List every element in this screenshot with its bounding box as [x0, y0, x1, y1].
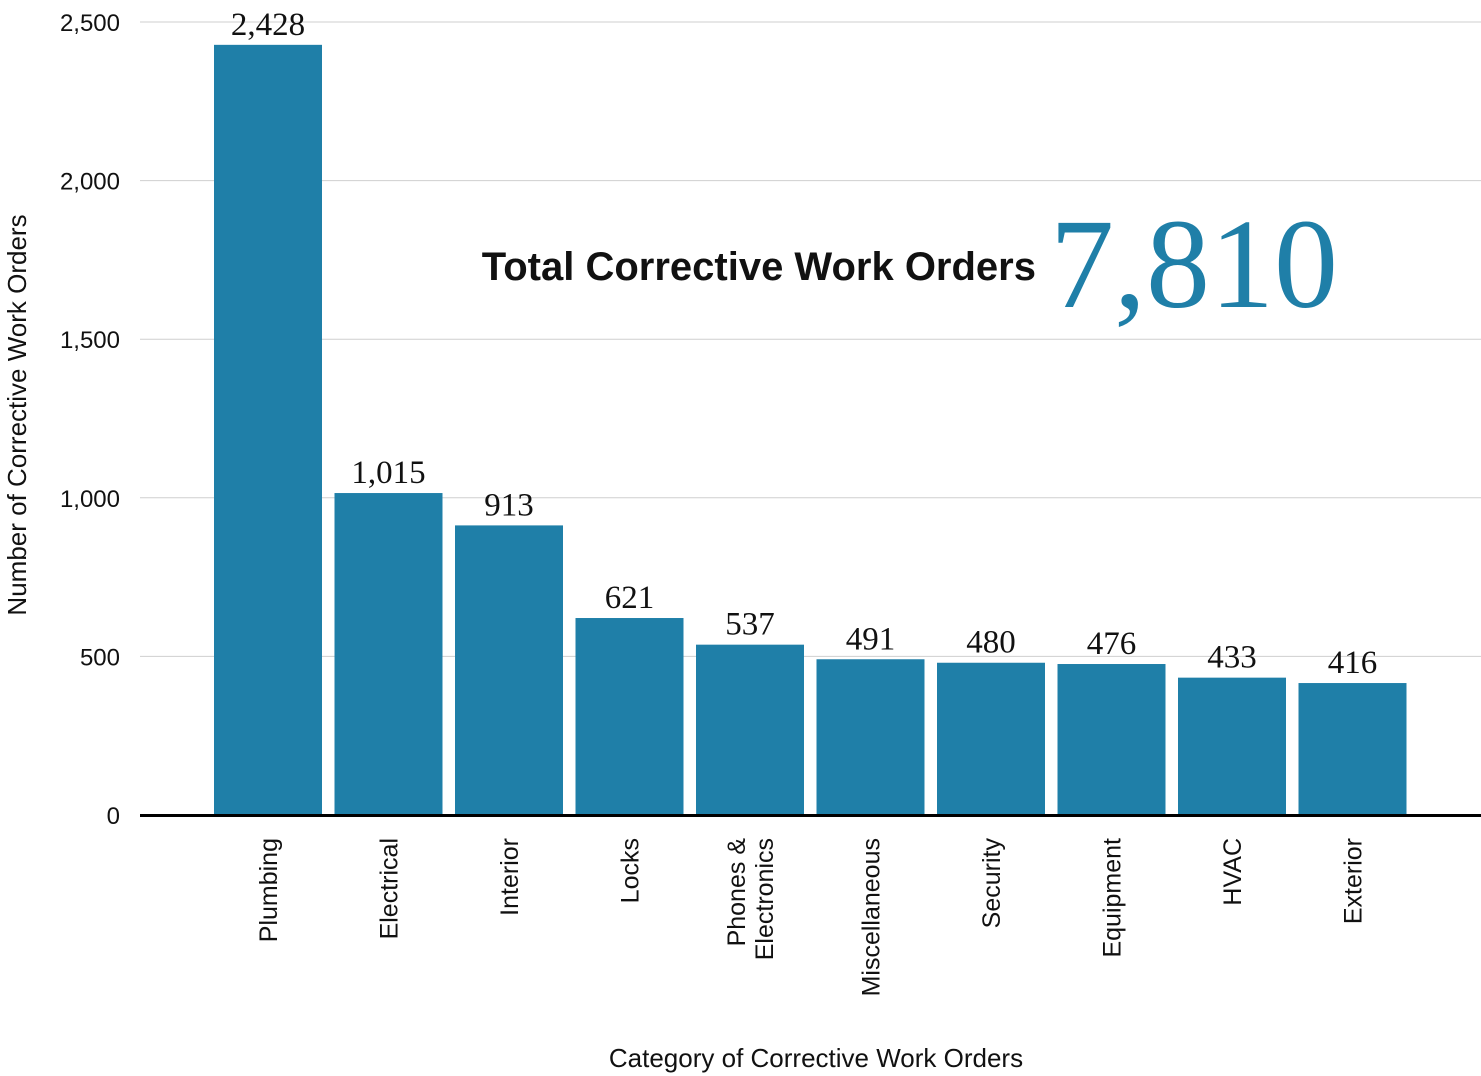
bar	[696, 644, 804, 815]
bar	[455, 525, 563, 815]
y-tick-label: 2,000	[60, 169, 120, 196]
bar	[575, 618, 684, 815]
category-label-line: Exterior	[1340, 838, 1368, 924]
bar-value-label: 2,428	[231, 7, 305, 43]
y-tick-label: 500	[80, 644, 120, 671]
bar-value-label: 433	[1207, 640, 1257, 676]
y-tick-label: 0	[107, 803, 120, 830]
bar-value-label: 416	[1328, 645, 1378, 681]
bar-value-label: 913	[484, 487, 534, 523]
x-axis-title: Category of Corrective Work Orders	[609, 1043, 1023, 1073]
category-label: Interior	[496, 838, 524, 916]
bar	[334, 493, 443, 815]
bar	[1298, 683, 1407, 815]
bar-value-label: 537	[725, 607, 775, 643]
value-labels: 2,428 1,015 913 621 537 491 480 476 433 416	[231, 7, 1377, 681]
y-axis-ticks: 0 500 1,000 1,500 2,000 2,500	[60, 10, 120, 830]
category-label: Plumbing	[255, 838, 283, 942]
category-label: Equipment	[1099, 838, 1127, 958]
bar	[1178, 677, 1286, 815]
bar	[214, 44, 322, 816]
category-label-line: Phones &	[723, 838, 751, 947]
category-label-line: Electronics	[751, 838, 779, 960]
total-annotation-value: 7,810	[1050, 193, 1338, 335]
bar	[937, 662, 1045, 815]
category-label-line: Equipment	[1099, 838, 1127, 958]
category-label: Electrical	[376, 838, 404, 939]
category-label-line: Plumbing	[255, 838, 283, 942]
category-label: HVAC	[1219, 838, 1247, 906]
bar-value-label: 480	[966, 625, 1016, 661]
y-tick-label: 1,000	[60, 486, 120, 513]
category-label-line: Interior	[496, 838, 524, 916]
category-label-line: Electrical	[376, 838, 404, 939]
bar-value-label: 491	[846, 621, 896, 657]
category-label-line: HVAC	[1219, 838, 1247, 906]
category-labels: Plumbing Electrical Interior Locks Phones & E…	[255, 838, 1368, 997]
y-axis-title: Number of Corrective Work Orders	[2, 214, 32, 615]
bar-value-label: 1,015	[351, 455, 425, 491]
category-label: Miscellaneous	[858, 838, 886, 996]
bars	[214, 44, 1407, 816]
y-tick-label: 1,500	[60, 327, 120, 354]
category-label-line: Miscellaneous	[858, 838, 886, 996]
category-label: Locks	[617, 838, 645, 903]
bar	[1057, 664, 1166, 815]
bar-value-label: 621	[605, 580, 655, 616]
bar	[816, 659, 925, 815]
category-label-line: Locks	[617, 838, 645, 903]
category-label: Phones & Electronics	[723, 838, 779, 961]
total-annotation-label: Total Corrective Work Orders	[482, 245, 1036, 289]
category-label: Security	[978, 838, 1006, 929]
category-label-line: Security	[978, 838, 1006, 929]
bar-value-label: 476	[1087, 626, 1137, 662]
y-tick-label: 2,500	[60, 10, 120, 37]
category-label: Exterior	[1340, 838, 1368, 924]
